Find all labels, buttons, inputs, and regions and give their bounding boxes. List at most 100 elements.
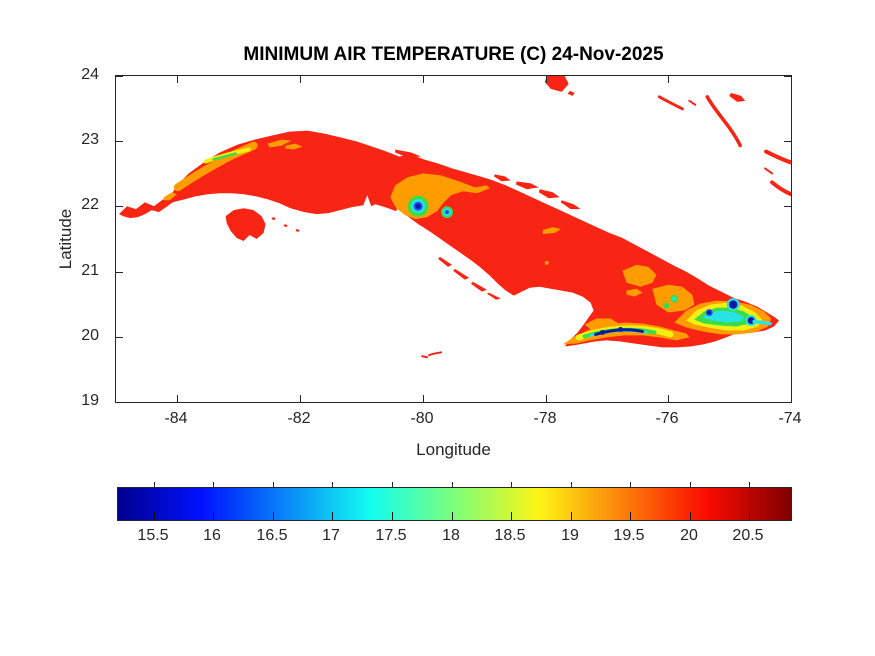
x-tick-label: -78 [533,410,557,427]
colorbar-tick-mark [273,512,274,520]
map-region-cuba-mainland [118,130,780,348]
map-region-bahamas-andros [544,76,575,96]
map-region-holguin-cyan-dot [672,296,677,301]
x-tick-mark-top [300,76,301,83]
map-region-escambray-spot-b-blue [445,210,450,215]
colorbar-tick-mark [511,512,512,520]
colorbar-tick-mark [571,512,572,520]
y-tick-label: 23 [81,131,99,148]
colorbar-tick-mark [690,512,691,520]
map-region-isla-de-la-juventud [225,208,266,241]
y-axis-tick-labels: 24 23 22 21 20 19 [0,66,107,409]
map-region-west-range-green [212,152,237,161]
map-region-central-orange-dot [544,260,549,265]
y-tick-mark-left [116,402,123,403]
colorbar-tick-labels: 15.5 16 16.5 17 17.5 18 18.5 19 19.5 20 20.5 [117,527,792,549]
colorbar-tick-label: 19 [561,527,579,544]
x-tick-label: -82 [287,410,311,427]
map-region-east-edge-dash [764,167,774,175]
x-tick-label: -80 [410,410,434,427]
colorbar-tick-mark [392,512,393,520]
colorbar-tick-label: 16.5 [256,527,288,544]
colorbar-tick-mark [213,512,214,520]
x-tick-mark-top [177,76,178,83]
colorbar-tick-mark [630,512,631,520]
map-region-sierra-maestra-navy-dot-b [618,326,623,332]
colorbar-tick-mark [452,512,453,520]
y-tick-mark-right [784,272,791,273]
map-region-central-orange-patch [542,227,561,235]
map-plot-area [115,75,792,403]
cuba-temperature-map [118,76,791,359]
colorbar-top-tick-mark [571,482,572,487]
map-region-san-felipe-cays [271,217,300,233]
x-axis-tick-labels: -84 -82 -80 -78 -76 -74 [115,410,801,432]
x-tick-mark-bottom [300,395,301,402]
map-region-sagua-baracoa-cyan [702,310,745,323]
y-tick-mark-right [784,337,791,338]
map-region-cayman-cays [421,351,443,359]
map-region-sagua-cyan-finger [752,319,772,326]
map-region-east-bend-orange [622,264,657,297]
x-tick-mark-top [546,76,547,83]
x-tick-label: -74 [778,410,802,427]
colorbar [117,482,792,521]
x-tick-label: -76 [655,410,679,427]
colorbar-top-tick-mark [511,482,512,487]
colorbar-tick-mark [749,512,750,520]
x-tick-label: -84 [164,410,188,427]
map-region-escambray-spot-a-navy [415,203,421,209]
colorbar-top-tick-mark [630,482,631,487]
colorbar-top-tick-mark [452,482,453,487]
colorbar-tick-label: 20.5 [732,527,764,544]
map-region-east-edge-streak-2 [770,180,791,197]
y-tick-mark-left [116,337,123,338]
y-tick-mark-right [784,206,791,207]
x-tick-mark-bottom [791,395,792,402]
y-tick-mark-right [784,76,791,77]
x-tick-mark-bottom [668,395,669,402]
x-tick-mark-top [423,76,424,83]
y-axis-label: Latitude [56,208,75,270]
colorbar-top-tick-mark [690,482,691,487]
y-tick-mark-right [784,402,791,403]
y-tick-label: 21 [81,262,99,279]
x-tick-mark-bottom [177,395,178,402]
colorbar-tick-label: 18 [442,527,460,544]
x-tick-mark-top [668,76,669,83]
map-region-bahamas-streak-west [657,95,684,111]
colorbar-tick-label: 17 [322,527,340,544]
y-tick-label: 22 [81,196,99,213]
colorbar-tick-label: 15.5 [137,527,169,544]
colorbar-tick-label: 19.5 [613,527,645,544]
map-region-sagua-navy-blob-a [728,300,738,309]
colorbar-tick-label: 18.5 [494,527,526,544]
colorbar-top-tick-mark [154,482,155,487]
y-tick-label: 24 [81,66,99,83]
map-region-bahamas-cay-blob [729,92,746,102]
x-axis-label: Longitude [416,440,491,459]
colorbar-top-tick-mark [392,482,393,487]
colorbar-top-tick-mark [332,482,333,487]
y-tick-mark-left [116,76,123,77]
colorbar-top-tick-mark [273,482,274,487]
map-region-north-coast-keys [395,149,581,210]
x-tick-mark-top [791,76,792,83]
colorbar-tick-label: 20 [680,527,698,544]
map-region-bahamas-streak-long [705,95,742,148]
colorbar-tick-mark [154,512,155,520]
y-tick-label: 19 [81,392,99,409]
map-region-bahamas-dash [688,99,697,106]
y-tick-label: 20 [81,327,99,344]
map-region-sierra-maestra-navy-dot-a [600,329,606,335]
map-region-holguin-green-dot-b [663,302,670,309]
map-region-west-orange-patches [163,139,303,201]
y-tick-mark-right [784,141,791,142]
colorbar-tick-label: 16 [203,527,221,544]
y-tick-mark-left [116,272,123,273]
x-tick-mark-bottom [546,395,547,402]
y-tick-mark-left [116,206,123,207]
map-region-sagua-navy-blob-c [707,310,712,315]
map-region-jardines-de-la-reina-keys [438,256,501,300]
